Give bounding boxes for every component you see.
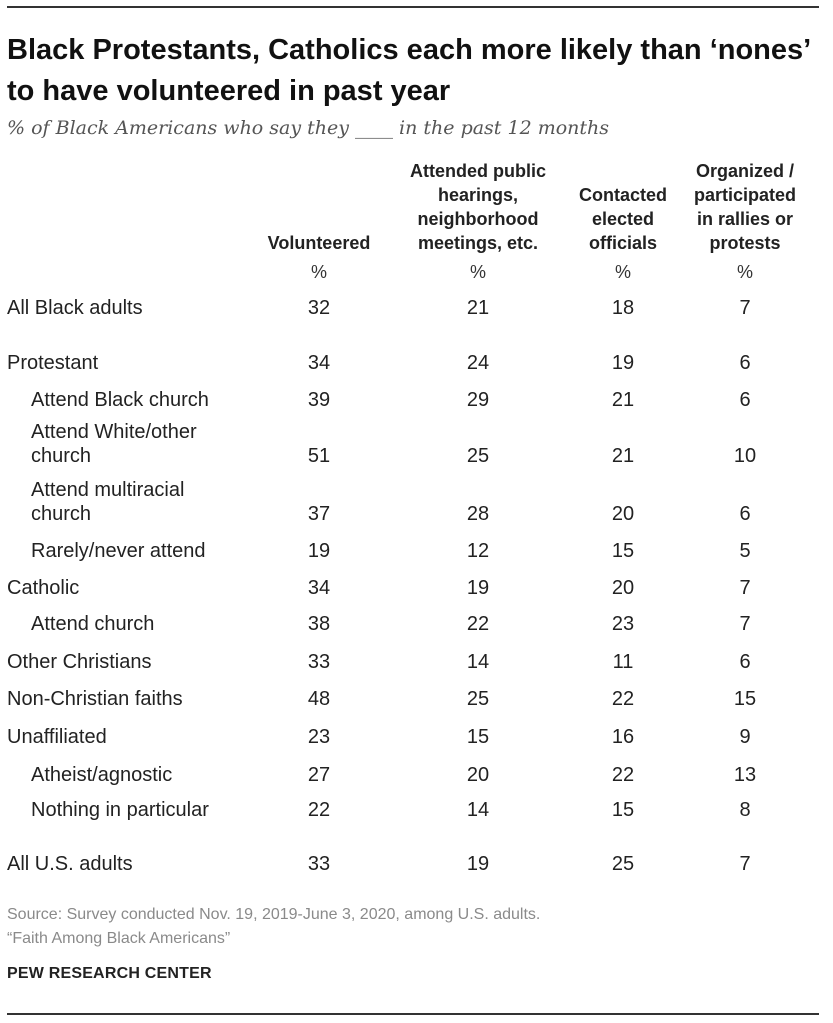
table-cell: 33 xyxy=(307,651,331,673)
table-cell: 19 xyxy=(466,853,490,875)
bottom-rule xyxy=(7,1013,819,1015)
table-cell: 21 xyxy=(611,445,635,467)
table-cell: 7 xyxy=(739,613,751,635)
table-cell: 22 xyxy=(611,764,635,786)
table-cell: 15 xyxy=(611,540,635,562)
unit-label-3: % xyxy=(614,262,631,282)
table-cell: 21 xyxy=(466,297,490,319)
row-label: Other Christians xyxy=(7,651,152,673)
source-line-1: Source: Survey conducted Nov. 19, 2019-J… xyxy=(7,906,541,923)
table-cell: 6 xyxy=(739,503,751,525)
table-cell: 18 xyxy=(611,297,635,319)
table-cell: 15 xyxy=(733,688,757,710)
row-label: Nothing in particular xyxy=(31,799,209,821)
column-header-2: Attended public hearings, neighborhood meet… xyxy=(410,161,546,253)
source-line-2: “Faith Among Black Americans” xyxy=(7,930,231,947)
row-label: Attend Black church xyxy=(31,389,209,411)
table-cell: 10 xyxy=(733,445,757,467)
chart-title: Black Protestants, Catholics each more l… xyxy=(7,34,810,107)
table-cell: 19 xyxy=(611,352,635,374)
row-label: Unaffiliated xyxy=(7,726,107,748)
table-cell: 8 xyxy=(739,799,751,821)
table-cell: 6 xyxy=(739,389,751,411)
table-cell: 28 xyxy=(466,503,490,525)
table-cell: 37 xyxy=(307,503,331,525)
table-cell: 13 xyxy=(733,764,757,786)
table-cell: 24 xyxy=(466,352,490,374)
row-label: Non-Christian faiths xyxy=(7,688,183,710)
table-cell: 39 xyxy=(307,389,331,411)
row-label: All Black adults xyxy=(7,297,143,319)
table-cell: 7 xyxy=(739,577,751,599)
table-cell: 38 xyxy=(307,613,331,635)
table-cell: 14 xyxy=(466,799,490,821)
table-cell: 22 xyxy=(466,613,490,635)
row-label: Rarely/never attend xyxy=(31,540,206,562)
unit-label-4: % xyxy=(736,262,753,282)
table-cell: 29 xyxy=(466,389,490,411)
unit-label-1: % xyxy=(310,262,327,282)
table-cell: 34 xyxy=(307,352,331,374)
table-cell: 22 xyxy=(307,799,331,821)
source-note: Source: Survey conducted Nov. 19, 2019-J… xyxy=(7,903,540,951)
row-label: Catholic xyxy=(7,577,80,599)
row-label: Atheist/agnostic xyxy=(31,764,173,786)
table-cell: 6 xyxy=(739,352,751,374)
table-cell: 7 xyxy=(739,297,751,319)
table-cell: 9 xyxy=(739,726,751,748)
top-rule xyxy=(7,6,819,8)
table-cell: 23 xyxy=(611,613,635,635)
row-label: Attend White/other church xyxy=(31,421,197,467)
column-header-3: Contacted elected officials xyxy=(578,185,667,253)
table-cell: 33 xyxy=(307,853,331,875)
table-cell: 14 xyxy=(466,651,490,673)
table-cell: 25 xyxy=(466,445,490,467)
table-cell: 11 xyxy=(612,651,634,673)
table-cell: 48 xyxy=(307,688,331,710)
table-cell: 12 xyxy=(466,540,490,562)
table-cell: 16 xyxy=(611,726,635,748)
org-name: PEW RESEARCH CENTER xyxy=(7,965,212,982)
table-cell: 34 xyxy=(307,577,331,599)
column-header-1: Volunteered xyxy=(267,233,371,253)
table-cell: 25 xyxy=(611,853,635,875)
table-cell: 20 xyxy=(611,503,635,525)
table-cell: 22 xyxy=(611,688,635,710)
table-cell: 6 xyxy=(739,651,751,673)
table-cell: 25 xyxy=(466,688,490,710)
table-cell: 23 xyxy=(307,726,331,748)
unit-label-2: % xyxy=(469,262,486,282)
table-cell: 15 xyxy=(611,799,635,821)
column-header-4: Organized / participated in rallies or prot… xyxy=(693,161,797,253)
table-cell: 19 xyxy=(466,577,490,599)
chart-subtitle: % of Black Americans who say they ____ i… xyxy=(7,117,610,139)
row-label: Protestant xyxy=(7,352,99,374)
table-cell: 27 xyxy=(307,764,331,786)
table-cell: 51 xyxy=(307,445,331,467)
table-cell: 32 xyxy=(307,297,331,319)
row-label: Attend church xyxy=(31,613,155,635)
table-cell: 15 xyxy=(466,726,490,748)
table-cell: 20 xyxy=(466,764,490,786)
row-label: All U.S. adults xyxy=(7,853,133,875)
table-cell: 20 xyxy=(611,577,635,599)
table-cell: 5 xyxy=(739,540,751,562)
table-cell: 19 xyxy=(307,540,331,562)
row-label: Attend multiracial church xyxy=(31,479,185,525)
table-cell: 21 xyxy=(611,389,635,411)
table-cell: 7 xyxy=(739,853,751,875)
